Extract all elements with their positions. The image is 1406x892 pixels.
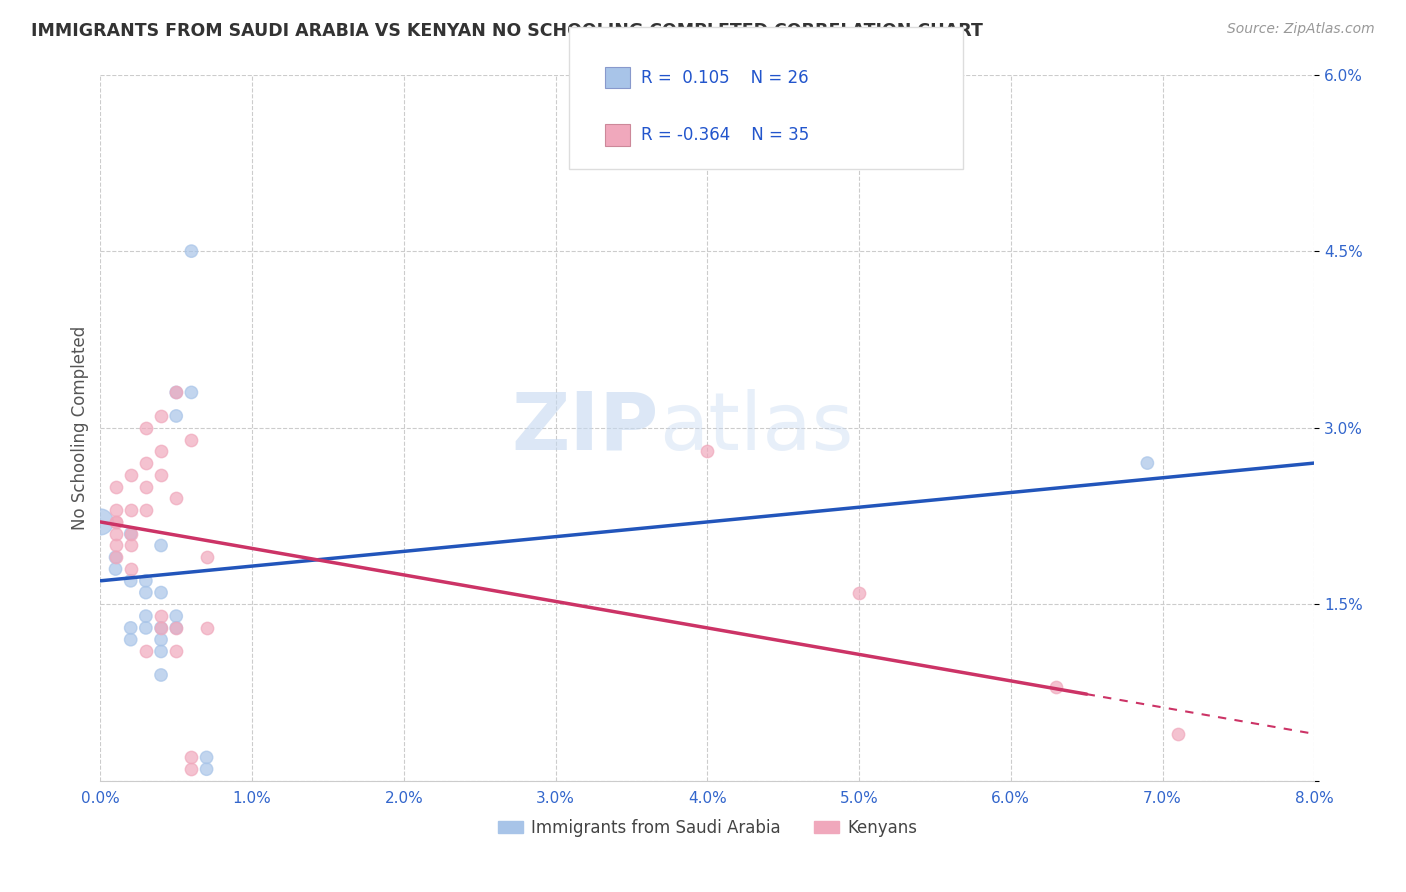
Point bbox=[165, 609, 187, 624]
Point bbox=[195, 762, 218, 776]
Text: ZIP: ZIP bbox=[512, 389, 659, 467]
Point bbox=[150, 444, 173, 458]
Point bbox=[104, 550, 127, 565]
Point bbox=[104, 562, 127, 576]
Text: IMMIGRANTS FROM SAUDI ARABIA VS KENYAN NO SCHOOLING COMPLETED CORRELATION CHART: IMMIGRANTS FROM SAUDI ARABIA VS KENYAN N… bbox=[31, 22, 983, 40]
Point bbox=[180, 433, 202, 447]
Point bbox=[165, 385, 187, 400]
Point bbox=[120, 632, 142, 647]
Point bbox=[150, 621, 173, 635]
Point bbox=[150, 409, 173, 423]
Point bbox=[104, 515, 127, 529]
Point bbox=[150, 644, 173, 658]
Text: Source: ZipAtlas.com: Source: ZipAtlas.com bbox=[1227, 22, 1375, 37]
Point bbox=[165, 621, 187, 635]
Legend: Immigrants from Saudi Arabia, Kenyans: Immigrants from Saudi Arabia, Kenyans bbox=[491, 812, 924, 843]
Point bbox=[135, 456, 157, 470]
Point bbox=[135, 503, 157, 517]
Point bbox=[1167, 727, 1189, 741]
Point bbox=[120, 539, 142, 553]
Point bbox=[180, 762, 202, 776]
Point bbox=[104, 526, 127, 541]
Point bbox=[165, 491, 187, 506]
Point bbox=[104, 480, 127, 494]
Point bbox=[135, 574, 157, 588]
Point bbox=[165, 385, 187, 400]
Point bbox=[195, 750, 218, 764]
Point bbox=[120, 503, 142, 517]
Point bbox=[135, 644, 157, 658]
Point bbox=[120, 526, 142, 541]
Point bbox=[135, 621, 157, 635]
Point bbox=[150, 467, 173, 482]
Point bbox=[195, 550, 218, 565]
Point bbox=[180, 385, 202, 400]
Point bbox=[1045, 680, 1067, 694]
Point bbox=[135, 480, 157, 494]
Y-axis label: No Schooling Completed: No Schooling Completed bbox=[72, 326, 89, 530]
Point bbox=[135, 609, 157, 624]
Point bbox=[150, 609, 173, 624]
Point bbox=[165, 409, 187, 423]
Point bbox=[195, 621, 218, 635]
Point bbox=[150, 585, 173, 599]
Point bbox=[165, 644, 187, 658]
Point bbox=[120, 562, 142, 576]
Point bbox=[848, 585, 870, 599]
Point bbox=[135, 585, 157, 599]
Point bbox=[104, 550, 127, 565]
Point bbox=[150, 539, 173, 553]
Point bbox=[89, 515, 111, 529]
Point bbox=[104, 503, 127, 517]
Point bbox=[120, 467, 142, 482]
Point bbox=[104, 539, 127, 553]
Point bbox=[1136, 456, 1159, 470]
Point bbox=[120, 621, 142, 635]
Point bbox=[150, 668, 173, 682]
Text: R = -0.364    N = 35: R = -0.364 N = 35 bbox=[641, 127, 810, 145]
Point bbox=[180, 750, 202, 764]
Point bbox=[150, 632, 173, 647]
Point bbox=[120, 526, 142, 541]
Text: R =  0.105    N = 26: R = 0.105 N = 26 bbox=[641, 69, 808, 87]
Point bbox=[165, 621, 187, 635]
Text: atlas: atlas bbox=[659, 389, 853, 467]
Point bbox=[150, 621, 173, 635]
Point bbox=[135, 421, 157, 435]
Point bbox=[104, 515, 127, 529]
Point bbox=[180, 244, 202, 259]
Point bbox=[696, 444, 718, 458]
Point bbox=[120, 574, 142, 588]
